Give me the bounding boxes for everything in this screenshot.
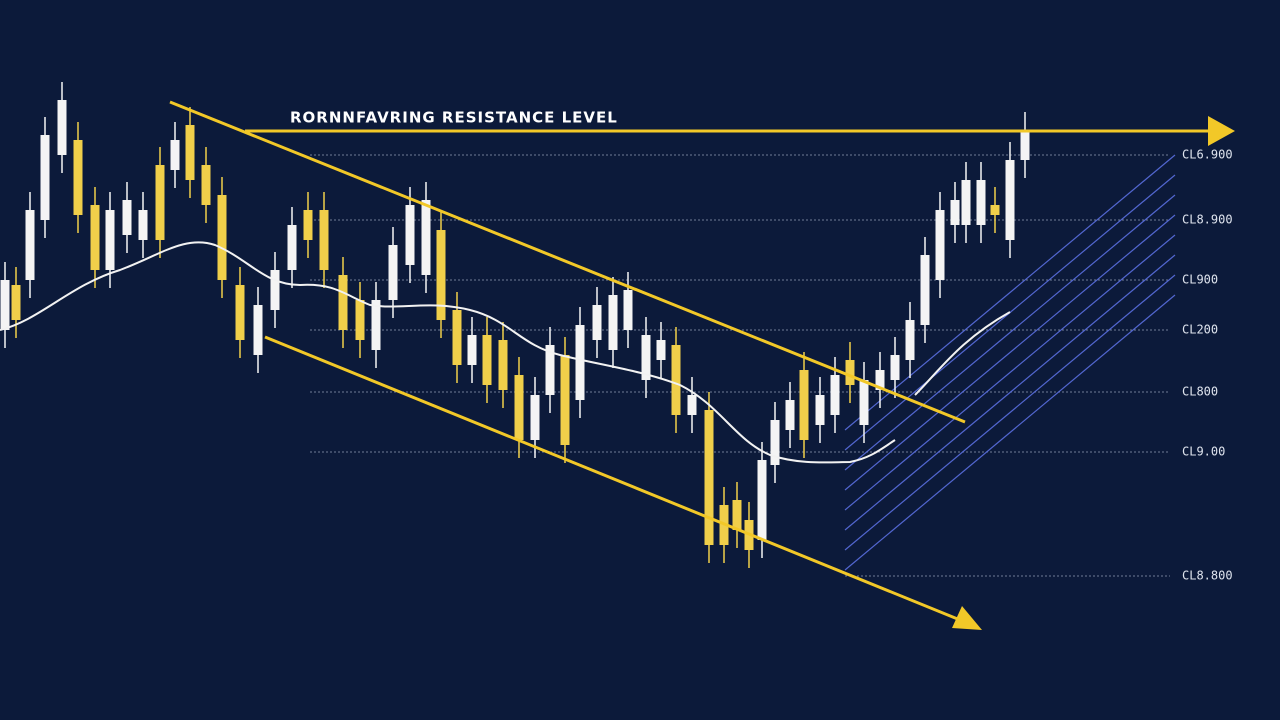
- arrow-head: [1208, 116, 1235, 146]
- candle-body: [845, 360, 855, 385]
- level-label: CL200: [1182, 323, 1218, 337]
- level-label: CL9.00: [1182, 445, 1225, 459]
- moving-average: [0, 241, 896, 464]
- hatch-line: [844, 254, 1176, 531]
- candle-body: [1020, 130, 1030, 160]
- candle-body: [608, 295, 618, 350]
- candle-body: [235, 285, 245, 340]
- candle-body: [687, 395, 697, 415]
- candle-body: [770, 420, 780, 465]
- candle-body: [990, 205, 1000, 215]
- candle-body: [73, 140, 83, 215]
- candle-body: [976, 180, 986, 225]
- candle-body: [875, 370, 885, 390]
- candle-body: [201, 165, 211, 205]
- candle-body: [905, 320, 915, 360]
- candle-body: [935, 210, 945, 280]
- candle-body: [185, 125, 195, 180]
- candle-body: [785, 400, 795, 430]
- candle-body: [421, 200, 431, 275]
- candle-body: [704, 410, 714, 545]
- lower-trend-line: [264, 335, 966, 624]
- candle-body: [757, 460, 767, 540]
- candle-body: [575, 325, 585, 400]
- level-label: CL900: [1182, 273, 1218, 287]
- candle-body: [319, 210, 329, 270]
- candle-body: [436, 230, 446, 320]
- candle-body: [388, 245, 398, 300]
- hatch-line: [844, 274, 1176, 551]
- hatch-zone: [844, 154, 1176, 571]
- candle-body: [671, 345, 681, 415]
- candle-body: [830, 375, 840, 415]
- candle-body: [799, 370, 809, 440]
- level-label: CL8.900: [1182, 213, 1233, 227]
- candle-body: [859, 380, 869, 425]
- candle-body: [530, 395, 540, 440]
- candle-body: [405, 205, 415, 265]
- candle-body: [253, 305, 263, 355]
- candle-body: [560, 355, 570, 445]
- hatch-line: [844, 154, 1176, 431]
- hatch-line: [844, 194, 1176, 471]
- candle-body: [482, 335, 492, 385]
- candle-body: [217, 195, 227, 280]
- level-label: CL6.900: [1182, 148, 1233, 162]
- candle-body: [452, 310, 462, 365]
- candle-body: [303, 210, 313, 240]
- candle-body: [890, 355, 900, 380]
- candle-body: [815, 395, 825, 425]
- candle-body: [40, 135, 50, 220]
- candle-body: [122, 200, 132, 235]
- candle-body: [514, 375, 524, 440]
- candle-body: [270, 270, 280, 310]
- candle-body: [732, 500, 742, 530]
- candle-body: [170, 140, 180, 170]
- candle-body: [623, 290, 633, 330]
- candle-body: [371, 300, 381, 350]
- candle-body: [155, 165, 165, 240]
- upper-trend-line: [169, 100, 966, 424]
- candle-body: [287, 225, 297, 270]
- candle-body: [57, 100, 67, 155]
- candle-body: [0, 280, 10, 330]
- hatch-line: [844, 294, 1176, 571]
- arrow-head: [952, 606, 982, 630]
- candle-body: [138, 210, 148, 240]
- candle-body: [467, 335, 477, 365]
- candle-body: [355, 300, 365, 340]
- level-label: CL800: [1182, 385, 1218, 399]
- moving-average-extension: [914, 311, 1011, 396]
- candle-body: [641, 335, 651, 380]
- candle-body: [1005, 160, 1015, 240]
- candle-body: [961, 180, 971, 225]
- candle-body: [90, 205, 100, 270]
- candle-body: [25, 210, 35, 280]
- price-levels: CL6.900 CL8.900 CL900 CL200 CL800 CL9.00 CL8.8…: [310, 148, 1233, 583]
- candle-body: [338, 275, 348, 330]
- hatch-line: [844, 214, 1176, 491]
- candle-body: [545, 345, 555, 395]
- candle-body: [105, 210, 115, 270]
- annotation: RORNNFAVRING RESISTANCE LEVEL: [290, 109, 618, 127]
- candle-body: [592, 305, 602, 340]
- candle-body: [656, 340, 666, 360]
- candle-body: [11, 285, 21, 320]
- candle-body: [950, 200, 960, 225]
- candle-body: [920, 255, 930, 325]
- level-label: CL8.800: [1182, 569, 1233, 583]
- candle-body: [498, 340, 508, 390]
- hatch-line: [844, 234, 1176, 511]
